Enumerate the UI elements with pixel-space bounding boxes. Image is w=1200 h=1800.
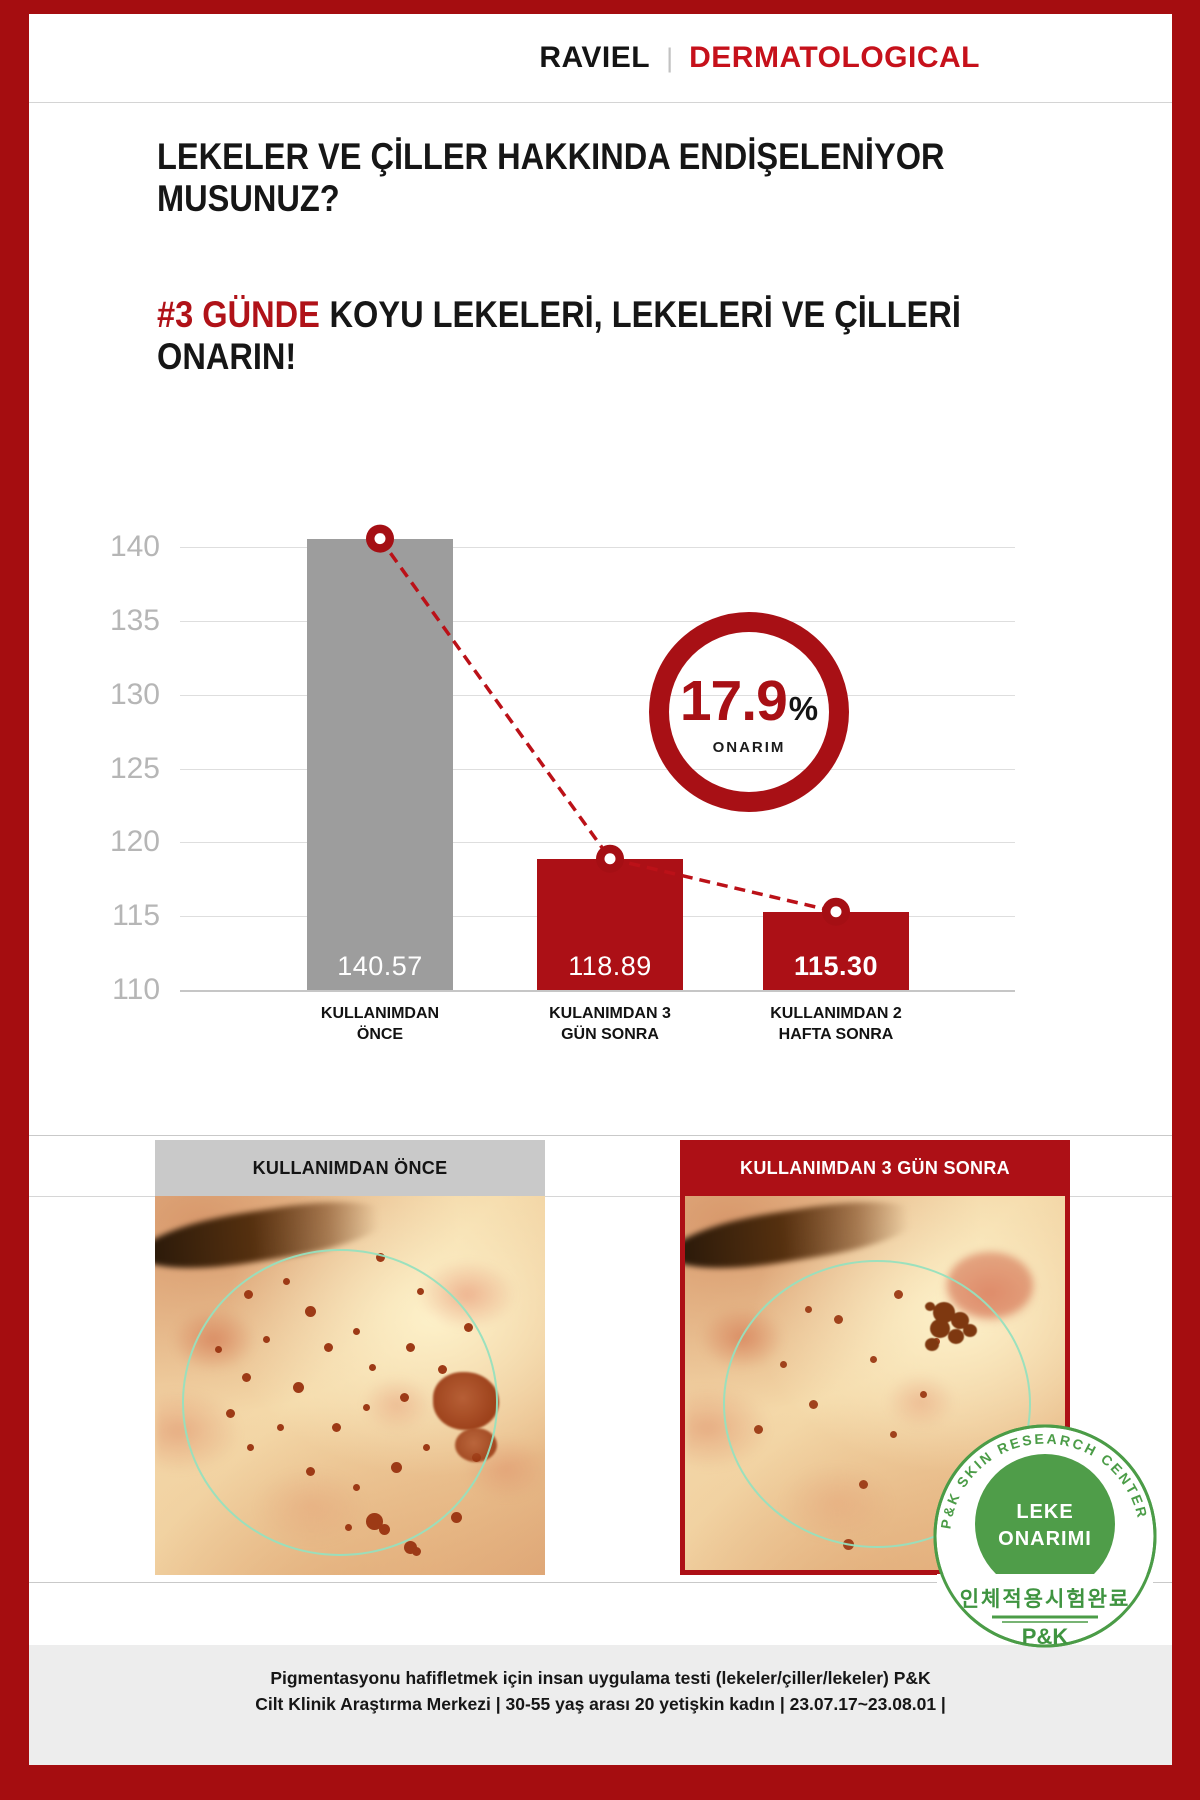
trend-line — [378, 537, 837, 914]
gridline — [180, 547, 1015, 548]
y-tick-label: 120 — [109, 825, 160, 859]
gridline — [180, 990, 1015, 992]
y-tick-label: 115 — [112, 899, 160, 933]
brand-header: RAVIEL | DERMATOLOGICAL — [29, 14, 1172, 103]
section-divider-top — [29, 1135, 1172, 1136]
stamp-logo: P&K — [1022, 1624, 1069, 1649]
y-tick-label: 125 — [109, 751, 160, 785]
brand-name: RAVIEL — [539, 41, 651, 74]
gridline — [180, 694, 1015, 696]
gridline — [180, 842, 1015, 844]
badge-percent-sign: % — [788, 690, 819, 727]
x-axis-label: KULLANIMDAN ÖNCE — [320, 1005, 440, 1044]
trend-line-overlay — [366, 524, 850, 926]
headline-line2: MUSUNUZ? — [157, 178, 340, 220]
trend-marker-center — [374, 533, 386, 545]
bar-chart: 140 135 130 125 120 115 110 140.57 KULLANIMDAN ÖN… — [110, 524, 1015, 1043]
analysis-circle — [182, 1249, 499, 1557]
stamp-line2: ONARIMI — [998, 1528, 1092, 1550]
bottom-red-bar — [0, 1765, 1200, 1800]
subheadline-rest: KOYU LEKELERİ, LEKELERİ VE ÇİLLERİ — [329, 294, 961, 335]
x-axis-label: KULLANIMDAN 2 HAFTA SONRA — [770, 1005, 902, 1044]
freckles — [685, 1196, 692, 1203]
y-tick-label: 140 — [109, 530, 160, 563]
chart-bar: 118.89 — [537, 858, 683, 990]
section-divider-bottom — [29, 1582, 1172, 1583]
trend-marker-center — [830, 906, 842, 918]
stamp-line1: LEKE — [1016, 1501, 1073, 1523]
after-photo-caption: KULLANIMDAN 3 GÜN SONRA — [680, 1140, 1070, 1196]
x-axis-label: KULANIMDAN 3 GÜN SONRA — [549, 1005, 671, 1044]
y-tick-label: 135 — [109, 603, 160, 637]
sub-headline: #3 GÜNDE KOYU LEKELERİ, LEKELERİ VE ÇİLLE… — [157, 294, 961, 378]
gridline — [180, 620, 1015, 622]
brand-separator: | — [666, 42, 674, 73]
footnote-line2: Cilt Klinik Araştırma Merkezi | 30-55 ya… — [255, 1694, 946, 1715]
badge-number: 17.9 % — [680, 668, 818, 734]
gridline — [180, 768, 1015, 770]
before-photo-caption: KULLANIMDAN ÖNCE — [155, 1140, 545, 1196]
chart-bar: 140.57 — [307, 538, 453, 990]
bar-value-label: 118.89 — [568, 950, 652, 981]
study-footnote: Pigmentasyonu hafifletmek için insan uyg… — [29, 1645, 1172, 1765]
badge-value: 17.9 — [679, 669, 788, 733]
subheadline-line2: ONARIN! — [157, 336, 297, 378]
headline-line1: LEKELER VE ÇİLLER HAKKINDA ENDİŞELENİYOR — [157, 136, 945, 177]
bar-value-label: 115.30 — [793, 950, 879, 981]
y-tick-label: 110 — [112, 973, 160, 1006]
before-photo-card: KULLANIMDAN ÖNCE — [155, 1140, 545, 1575]
before-photo — [155, 1196, 545, 1575]
bar-value-label: 140.57 — [337, 951, 423, 981]
main-headline: LEKELER VE ÇİLLER HAKKINDA ENDİŞELENİYOR… — [157, 136, 945, 220]
stamp-green-circle — [975, 1454, 1115, 1594]
trend-marker-center — [604, 853, 616, 865]
photo-top-divider — [29, 1196, 1172, 1197]
footnote-line1: Pigmentasyonu hafifletmek için insan uyg… — [270, 1668, 931, 1688]
subheadline-highlight: #3 GÜNDE — [157, 294, 320, 335]
stamp-korean-text: 인체적용시험완료 — [960, 1588, 1131, 1611]
badge-label: ONARIM — [712, 739, 786, 756]
freckles — [155, 1196, 162, 1203]
y-tick-label: 130 — [109, 677, 160, 711]
certification-stamp: P&K SKIN RESEARCH CENTER LEKE ONARIMI 인체… — [933, 1424, 1157, 1649]
analysis-circle — [723, 1259, 1031, 1548]
stamp-band — [937, 1574, 1153, 1616]
improvement-badge: 17.9 % ONARIM — [649, 612, 849, 812]
subheadline-line1: #3 GÜNDE KOYU LEKELERİ, LEKELERİ VE ÇİLLE… — [157, 294, 961, 336]
brand-tagline: DERMATOLOGICAL — [689, 41, 980, 74]
